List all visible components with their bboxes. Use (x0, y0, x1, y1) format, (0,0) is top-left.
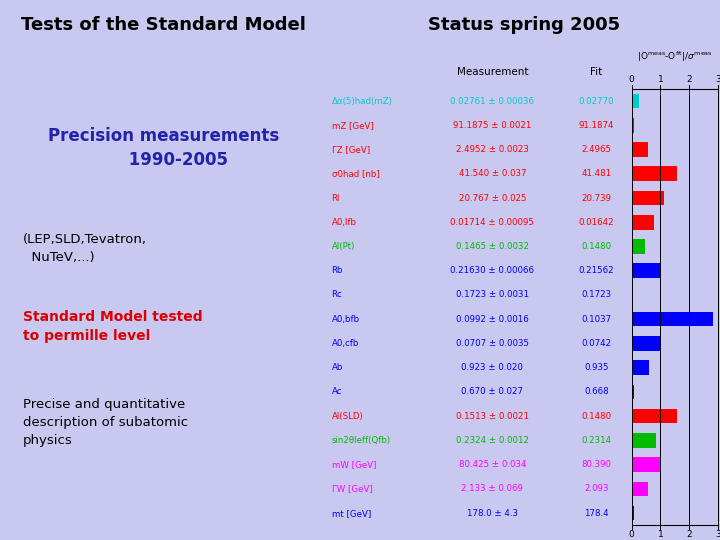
Bar (631, 118, 634, 132)
Text: Rc: Rc (331, 291, 342, 300)
Text: 0.02761 ± 0.00036: 0.02761 ± 0.00036 (451, 97, 534, 105)
Bar (631, 457, 662, 472)
Text: Status spring 2005: Status spring 2005 (428, 16, 620, 34)
Bar (631, 239, 645, 254)
Text: |O$^{\rm meas}$-O$^{\rm fit}$|/$\sigma^{\rm meas}$: |O$^{\rm meas}$-O$^{\rm fit}$|/$\sigma^{… (637, 50, 713, 64)
Text: ΓW [GeV]: ΓW [GeV] (331, 484, 372, 494)
Text: 0.1480: 0.1480 (581, 411, 611, 421)
Text: 2: 2 (686, 75, 692, 84)
Text: 0.1037: 0.1037 (581, 315, 611, 323)
Text: 2.093: 2.093 (584, 484, 608, 494)
Text: 91.1875 ± 0.0021: 91.1875 ± 0.0021 (453, 121, 531, 130)
Bar (631, 264, 662, 278)
Text: 3: 3 (715, 75, 720, 84)
Text: 178.0 ± 4.3: 178.0 ± 4.3 (467, 509, 518, 518)
Text: 0.2324 ± 0.0012: 0.2324 ± 0.0012 (456, 436, 529, 445)
Text: mt [GeV]: mt [GeV] (331, 509, 371, 518)
Text: 0.1723: 0.1723 (581, 291, 611, 300)
Text: 0.0707 ± 0.0035: 0.0707 ± 0.0035 (456, 339, 529, 348)
Text: (LEP,SLD,Tevatron,
  NuTeV,...): (LEP,SLD,Tevatron, NuTeV,...) (23, 233, 147, 264)
Text: 3: 3 (715, 530, 720, 539)
Text: 0.1723 ± 0.0031: 0.1723 ± 0.0031 (456, 291, 529, 300)
Text: Standard Model tested
to permille level: Standard Model tested to permille level (23, 310, 202, 343)
Text: 1: 1 (657, 75, 663, 84)
Text: 0.21630 ± 0.00066: 0.21630 ± 0.00066 (451, 266, 534, 275)
Bar (631, 166, 678, 181)
Bar (631, 409, 677, 423)
Text: 20.767 ± 0.025: 20.767 ± 0.025 (459, 193, 526, 202)
Text: 20.739: 20.739 (581, 193, 611, 202)
Text: 0.02770: 0.02770 (579, 97, 614, 105)
Text: σ0had [nb]: σ0had [nb] (331, 169, 379, 178)
Bar (631, 482, 649, 496)
Text: Ab: Ab (331, 363, 343, 372)
Text: A0,bfb: A0,bfb (331, 315, 360, 323)
Text: 0.1480: 0.1480 (581, 242, 611, 251)
Text: Rl: Rl (331, 193, 340, 202)
Text: Al(SLD): Al(SLD) (331, 411, 364, 421)
Text: Rb: Rb (331, 266, 343, 275)
Text: Precise and quantitative
description of subatomic
physics: Precise and quantitative description of … (23, 398, 188, 447)
Text: Ac: Ac (331, 388, 342, 396)
Text: 0.668: 0.668 (584, 388, 608, 396)
Text: mW [GeV]: mW [GeV] (331, 460, 376, 469)
Bar (631, 360, 649, 375)
Text: 80.425 ± 0.034: 80.425 ± 0.034 (459, 460, 526, 469)
Text: 0.2314: 0.2314 (581, 436, 611, 445)
Text: 0.670 ± 0.027: 0.670 ± 0.027 (462, 388, 523, 396)
Text: Δα(5)had(mZ): Δα(5)had(mZ) (331, 97, 392, 105)
Bar (631, 142, 648, 157)
Text: mZ [GeV]: mZ [GeV] (331, 121, 373, 130)
Text: 2.4952 ± 0.0023: 2.4952 ± 0.0023 (456, 145, 529, 154)
Text: 0.01714 ± 0.00095: 0.01714 ± 0.00095 (451, 218, 534, 227)
Bar (631, 506, 634, 521)
Bar (631, 433, 656, 448)
Text: 0: 0 (629, 530, 634, 539)
Text: Fit: Fit (590, 67, 603, 77)
Text: Tests of the Standard Model: Tests of the Standard Model (22, 16, 306, 34)
Text: 0.1513 ± 0.0021: 0.1513 ± 0.0021 (456, 411, 529, 421)
Text: A0,cfb: A0,cfb (331, 339, 359, 348)
Text: 2.4965: 2.4965 (581, 145, 611, 154)
Text: 41.540 ± 0.037: 41.540 ± 0.037 (459, 169, 526, 178)
Text: 178.4: 178.4 (584, 509, 608, 518)
Text: Precision measurements
     1990-2005: Precision measurements 1990-2005 (48, 127, 279, 168)
Text: 2: 2 (686, 530, 692, 539)
Text: 2.133 ± 0.069: 2.133 ± 0.069 (462, 484, 523, 494)
Text: Measurement: Measurement (456, 67, 528, 77)
Text: A0,lfb: A0,lfb (331, 218, 356, 227)
Text: 0.21562: 0.21562 (579, 266, 614, 275)
Text: 0.0992 ± 0.0016: 0.0992 ± 0.0016 (456, 315, 528, 323)
Text: 0.923 ± 0.020: 0.923 ± 0.020 (462, 363, 523, 372)
Bar (631, 191, 664, 205)
Bar (631, 312, 713, 327)
Text: ΓZ [GeV]: ΓZ [GeV] (331, 145, 369, 154)
Bar (631, 336, 660, 351)
Text: 41.481: 41.481 (581, 169, 611, 178)
Text: 91.1874: 91.1874 (579, 121, 614, 130)
Text: 0.0742: 0.0742 (581, 339, 611, 348)
Bar (631, 384, 634, 399)
Text: 0.1465 ± 0.0032: 0.1465 ± 0.0032 (456, 242, 529, 251)
Text: sin2θleff(Qfb): sin2θleff(Qfb) (331, 436, 391, 445)
Text: 0.01642: 0.01642 (579, 218, 614, 227)
Text: 80.390: 80.390 (581, 460, 611, 469)
Text: 1: 1 (657, 530, 663, 539)
Bar (631, 215, 654, 230)
Text: Al(Pt): Al(Pt) (331, 242, 355, 251)
Bar (631, 94, 639, 109)
Text: 0.935: 0.935 (584, 363, 608, 372)
Text: 0: 0 (629, 75, 634, 84)
